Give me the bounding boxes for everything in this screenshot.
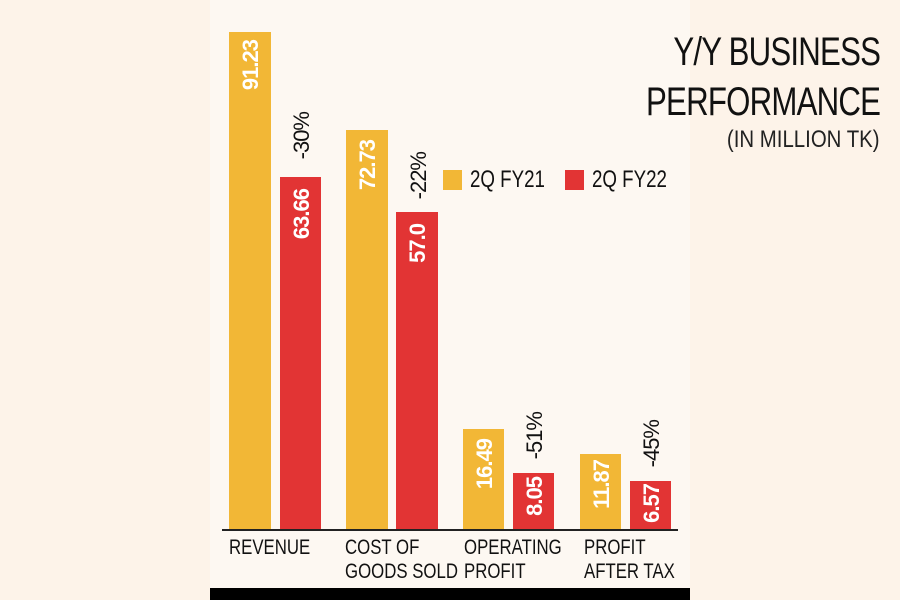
legend-item-fy22: 2Q FY22 bbox=[565, 168, 685, 192]
bar-value: 63.66 bbox=[289, 189, 314, 240]
legend-label: 2Q FY22 bbox=[592, 166, 667, 193]
chart-unit: (IN MILLION TK) bbox=[727, 126, 880, 153]
bar-value: 16.49 bbox=[472, 439, 497, 490]
category-label-line: PROFIT bbox=[584, 536, 646, 559]
category-label-revenue: REVENUE bbox=[229, 536, 310, 560]
category-label-line: COST OF bbox=[345, 536, 420, 559]
bar-fy22-profit-after-tax: 6.57 bbox=[630, 481, 671, 530]
category-label-cogs: COST OF GOODS SOLD bbox=[345, 536, 458, 584]
legend-swatch-fy21 bbox=[443, 170, 462, 190]
category-label-profit-after-tax: PROFIT AFTER TAX bbox=[584, 536, 675, 584]
bar-value: 57.0 bbox=[405, 224, 430, 263]
legend-item-fy21: 2Q FY21 bbox=[443, 168, 553, 192]
chart-title-line2: PERFORMANCE bbox=[645, 80, 881, 124]
change-annotation: -22% bbox=[406, 152, 431, 200]
legend-label: 2Q FY21 bbox=[470, 166, 545, 193]
category-label-operating-profit: OPERATING PROFIT bbox=[464, 536, 562, 584]
bar-value: 72.73 bbox=[355, 140, 380, 191]
bar-fy21-operating-profit: 16.49 bbox=[463, 429, 504, 530]
change-annotation: -30% bbox=[289, 112, 314, 160]
bar-fy21-cogs: 72.73 bbox=[346, 130, 388, 530]
bar-fy22-operating-profit: 8.05 bbox=[513, 473, 554, 530]
category-label-line: AFTER TAX bbox=[584, 560, 675, 583]
x-axis-line bbox=[222, 529, 678, 531]
change-annotation: -45% bbox=[639, 420, 664, 468]
legend-swatch-fy22 bbox=[565, 170, 584, 190]
change-annotation: -51% bbox=[522, 412, 547, 460]
chart-title-line1: Y/Y BUSINESS bbox=[673, 30, 881, 74]
bar-value: 91.23 bbox=[238, 40, 263, 91]
bar-fy22-cogs: 57.0 bbox=[396, 212, 438, 530]
category-label-line: OPERATING bbox=[464, 536, 562, 559]
bar-fy21-profit-after-tax: 11.87 bbox=[580, 454, 621, 530]
bar-fy21-revenue: 91.23 bbox=[229, 32, 271, 530]
category-label-line: GOODS SOLD bbox=[345, 560, 458, 583]
category-label-line: PROFIT bbox=[464, 560, 526, 583]
bar-value: 6.57 bbox=[639, 484, 664, 523]
bar-value: 8.05 bbox=[522, 477, 547, 516]
category-label-line: REVENUE bbox=[229, 536, 311, 559]
bottom-band bbox=[210, 588, 690, 600]
bar-fy22-revenue: 63.66 bbox=[280, 177, 321, 530]
bar-value: 11.87 bbox=[589, 460, 614, 509]
